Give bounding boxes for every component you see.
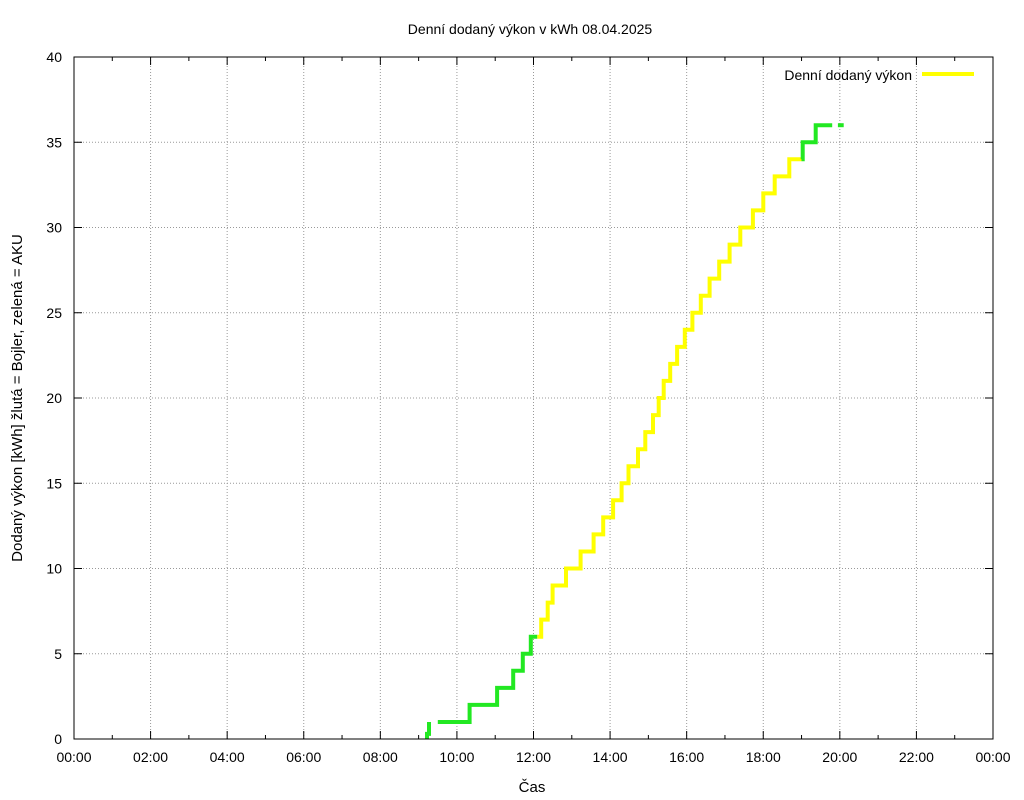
y-tick-label: 10	[46, 561, 62, 577]
ticks	[73, 56, 994, 740]
y-tick-label: 35	[46, 134, 62, 150]
y-tick-labels: 0 5 10 15 20 25 30 35 40	[46, 49, 62, 747]
grid	[74, 57, 993, 739]
green-series-segment	[437, 634, 538, 724]
x-tick-label: 06:00	[286, 749, 321, 765]
y-tick-label: 15	[46, 475, 62, 491]
x-axis-label: Čas	[519, 779, 546, 796]
y-axis-label: Dodaný výkon [kWh] žlutá = Bojler, zelen…	[9, 234, 26, 562]
x-tick-label: 14:00	[593, 749, 628, 765]
x-tick-label: 10:00	[439, 749, 474, 765]
legend: Denní dodaný výkon	[784, 67, 974, 83]
y-tick-label: 40	[46, 49, 62, 65]
y-tick-label: 5	[54, 646, 62, 662]
x-tick-label: 00:00	[975, 749, 1010, 765]
series-layer	[425, 123, 844, 739]
green-series-segment	[425, 722, 431, 739]
y-tick-label: 25	[46, 305, 62, 321]
x-tick-label: 12:00	[516, 749, 551, 765]
green-series-segment	[800, 123, 833, 162]
x-tick-label: 08:00	[363, 749, 398, 765]
x-tick-labels: 00:00 02:00 04:00 06:00 08:00 10:00 12:00 14:00…	[56, 749, 1010, 765]
x-tick-label: 02:00	[133, 749, 168, 765]
y-tick-label: 20	[46, 390, 62, 406]
legend-label: Denní dodaný výkon	[784, 67, 912, 83]
y-tick-label: 30	[46, 220, 62, 236]
chart-title: Denní dodaný výkon v kWh 08.04.2025	[408, 21, 653, 37]
x-tick-label: 22:00	[899, 749, 934, 765]
x-tick-label: 20:00	[822, 749, 857, 765]
x-tick-label: 04:00	[210, 749, 245, 765]
x-tick-label: 18:00	[746, 749, 781, 765]
yellow-series-segment	[537, 157, 802, 639]
y-tick-label: 0	[54, 731, 62, 747]
x-tick-label: 00:00	[56, 749, 91, 765]
x-tick-label: 16:00	[669, 749, 704, 765]
